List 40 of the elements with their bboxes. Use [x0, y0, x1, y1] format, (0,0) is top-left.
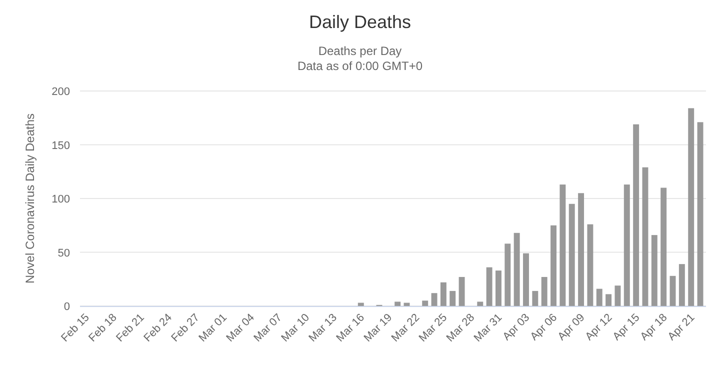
bar: [587, 224, 594, 306]
bar: [670, 276, 676, 306]
bar: [532, 290, 538, 306]
y-tick-label: 50: [58, 247, 70, 260]
y-tick-label: 0: [64, 301, 70, 313]
bar: [651, 235, 658, 306]
bar: [523, 253, 529, 306]
bar: [642, 167, 648, 306]
bar: [633, 124, 640, 306]
bar: [394, 302, 401, 306]
bar: [578, 193, 584, 306]
bar: [624, 184, 630, 306]
y-tick-label: 150: [52, 140, 70, 152]
bar: [688, 108, 694, 306]
bar: [614, 286, 621, 306]
y-tick-label: 200: [52, 86, 70, 98]
bar: [450, 290, 456, 306]
bar: [486, 267, 492, 306]
bar: [514, 232, 520, 306]
bar: [440, 282, 446, 306]
bar: [568, 204, 575, 306]
chart-subtitle: Deaths per Day Data as of 0:00 GMT+0: [297, 44, 423, 73]
y-tick-label: 100: [52, 194, 70, 206]
bar: [606, 294, 612, 306]
bar: [550, 225, 556, 306]
bar: [697, 122, 704, 306]
bar: [431, 293, 438, 306]
bar: [496, 270, 502, 306]
bar: [358, 302, 364, 306]
y-axis-title: Novel Coronavirus Daily Deaths: [23, 113, 37, 284]
bar: [458, 276, 465, 306]
bar: [504, 244, 511, 306]
bar: [541, 276, 548, 306]
bar: [477, 302, 484, 306]
bar: [596, 288, 602, 306]
bar: [422, 300, 428, 306]
chart-title: Daily Deaths: [308, 12, 412, 32]
bar: [560, 184, 566, 306]
bar: [660, 188, 667, 306]
bar: [678, 264, 685, 306]
